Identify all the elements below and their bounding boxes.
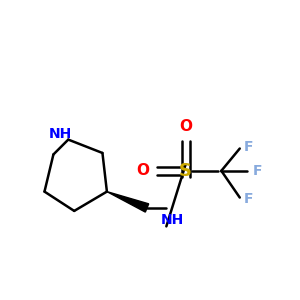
Polygon shape [107, 192, 149, 212]
Text: F: F [253, 164, 262, 178]
Text: S: S [179, 162, 192, 180]
Text: F: F [244, 192, 253, 206]
Text: NH: NH [161, 213, 184, 227]
Text: O: O [179, 119, 192, 134]
Text: F: F [244, 140, 253, 154]
Text: O: O [136, 163, 149, 178]
Text: NH: NH [49, 127, 73, 141]
